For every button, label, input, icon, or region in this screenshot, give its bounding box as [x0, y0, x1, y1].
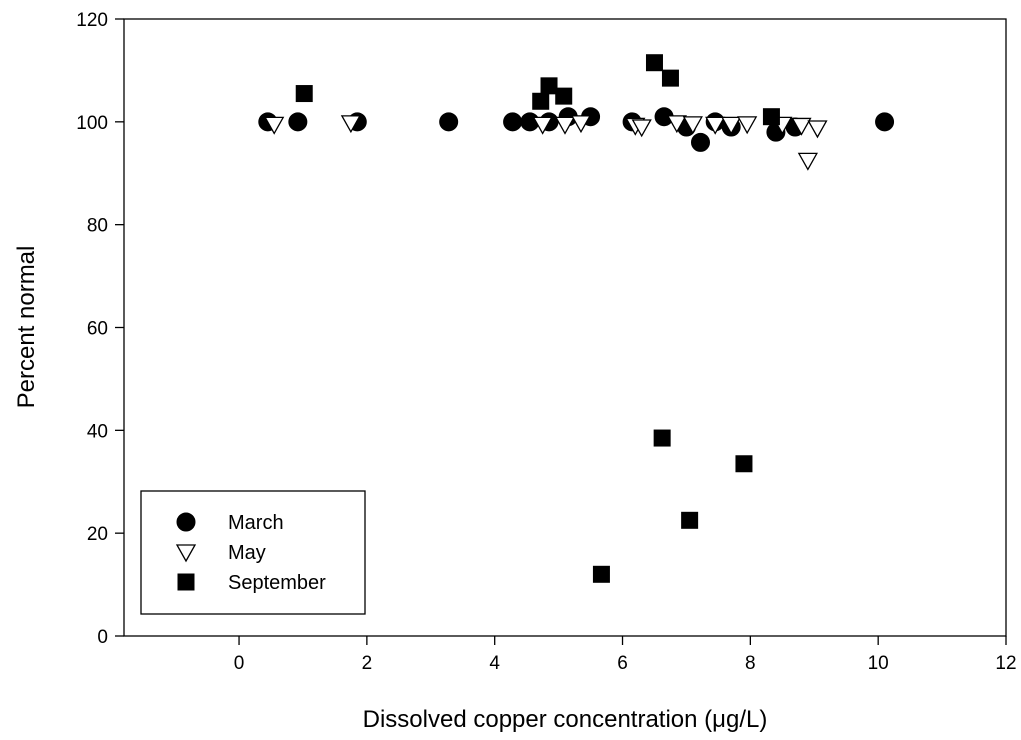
y-tick-label: 120	[76, 10, 108, 31]
march-point	[503, 112, 523, 132]
may-point	[570, 115, 592, 134]
september-point	[681, 511, 699, 529]
may-point	[721, 116, 742, 135]
september-point	[532, 92, 550, 110]
may-point	[807, 120, 828, 139]
y-tick-label: 0	[97, 627, 108, 648]
september-point	[653, 429, 671, 447]
september-point	[555, 87, 573, 105]
x-tick-label: 6	[617, 653, 628, 674]
legend-september-label: September	[228, 572, 326, 594]
march-point	[875, 112, 895, 132]
may-point	[797, 152, 818, 171]
legend-may-marker	[175, 544, 197, 563]
september-point	[762, 108, 780, 126]
legend-september-marker	[177, 573, 195, 591]
september-point	[540, 77, 558, 95]
legend-items: March May September	[175, 512, 326, 594]
y-tick-label: 80	[87, 216, 108, 237]
legend: March May September	[140, 490, 366, 615]
may-point	[666, 115, 687, 134]
may-point	[682, 116, 703, 135]
legend-march-label: March	[228, 512, 284, 534]
y-axis-ticks: 0 20 40 60 80 100 120	[76, 10, 124, 648]
x-tick-label: 2	[362, 653, 373, 674]
march-point	[690, 132, 710, 152]
legend-may-label: May	[228, 542, 266, 564]
may-point	[791, 117, 812, 136]
may-point	[532, 116, 553, 135]
march-point	[288, 112, 308, 132]
september-point	[661, 69, 679, 87]
x-tick-label: 12	[995, 653, 1016, 674]
y-tick-label: 100	[76, 113, 108, 134]
september-point	[295, 85, 313, 103]
x-tick-label: 0	[234, 653, 245, 674]
september-point	[735, 455, 753, 473]
x-tick-label: 4	[489, 653, 500, 674]
september-point	[645, 54, 663, 72]
y-tick-label: 60	[87, 319, 108, 340]
legend-box	[140, 490, 366, 615]
x-tick-label: 10	[868, 653, 889, 674]
may-point	[340, 115, 362, 134]
x-axis-ticks: 0 2 4 6 8 10 12	[234, 636, 1017, 674]
y-tick-label: 40	[87, 421, 108, 442]
september-point	[592, 565, 610, 583]
x-axis-label: Dissolved copper concentration (μg/L)	[363, 706, 768, 733]
may-point	[737, 116, 758, 135]
y-axis-label: Percent normal	[13, 246, 40, 409]
data-points	[258, 54, 895, 583]
may-point	[264, 116, 285, 135]
may-point	[705, 116, 726, 135]
march-point	[439, 112, 459, 132]
may-point	[631, 119, 652, 138]
may-point	[554, 116, 576, 135]
legend-march-marker	[176, 512, 196, 532]
y-tick-label: 20	[87, 524, 108, 545]
x-tick-label: 8	[745, 653, 756, 674]
